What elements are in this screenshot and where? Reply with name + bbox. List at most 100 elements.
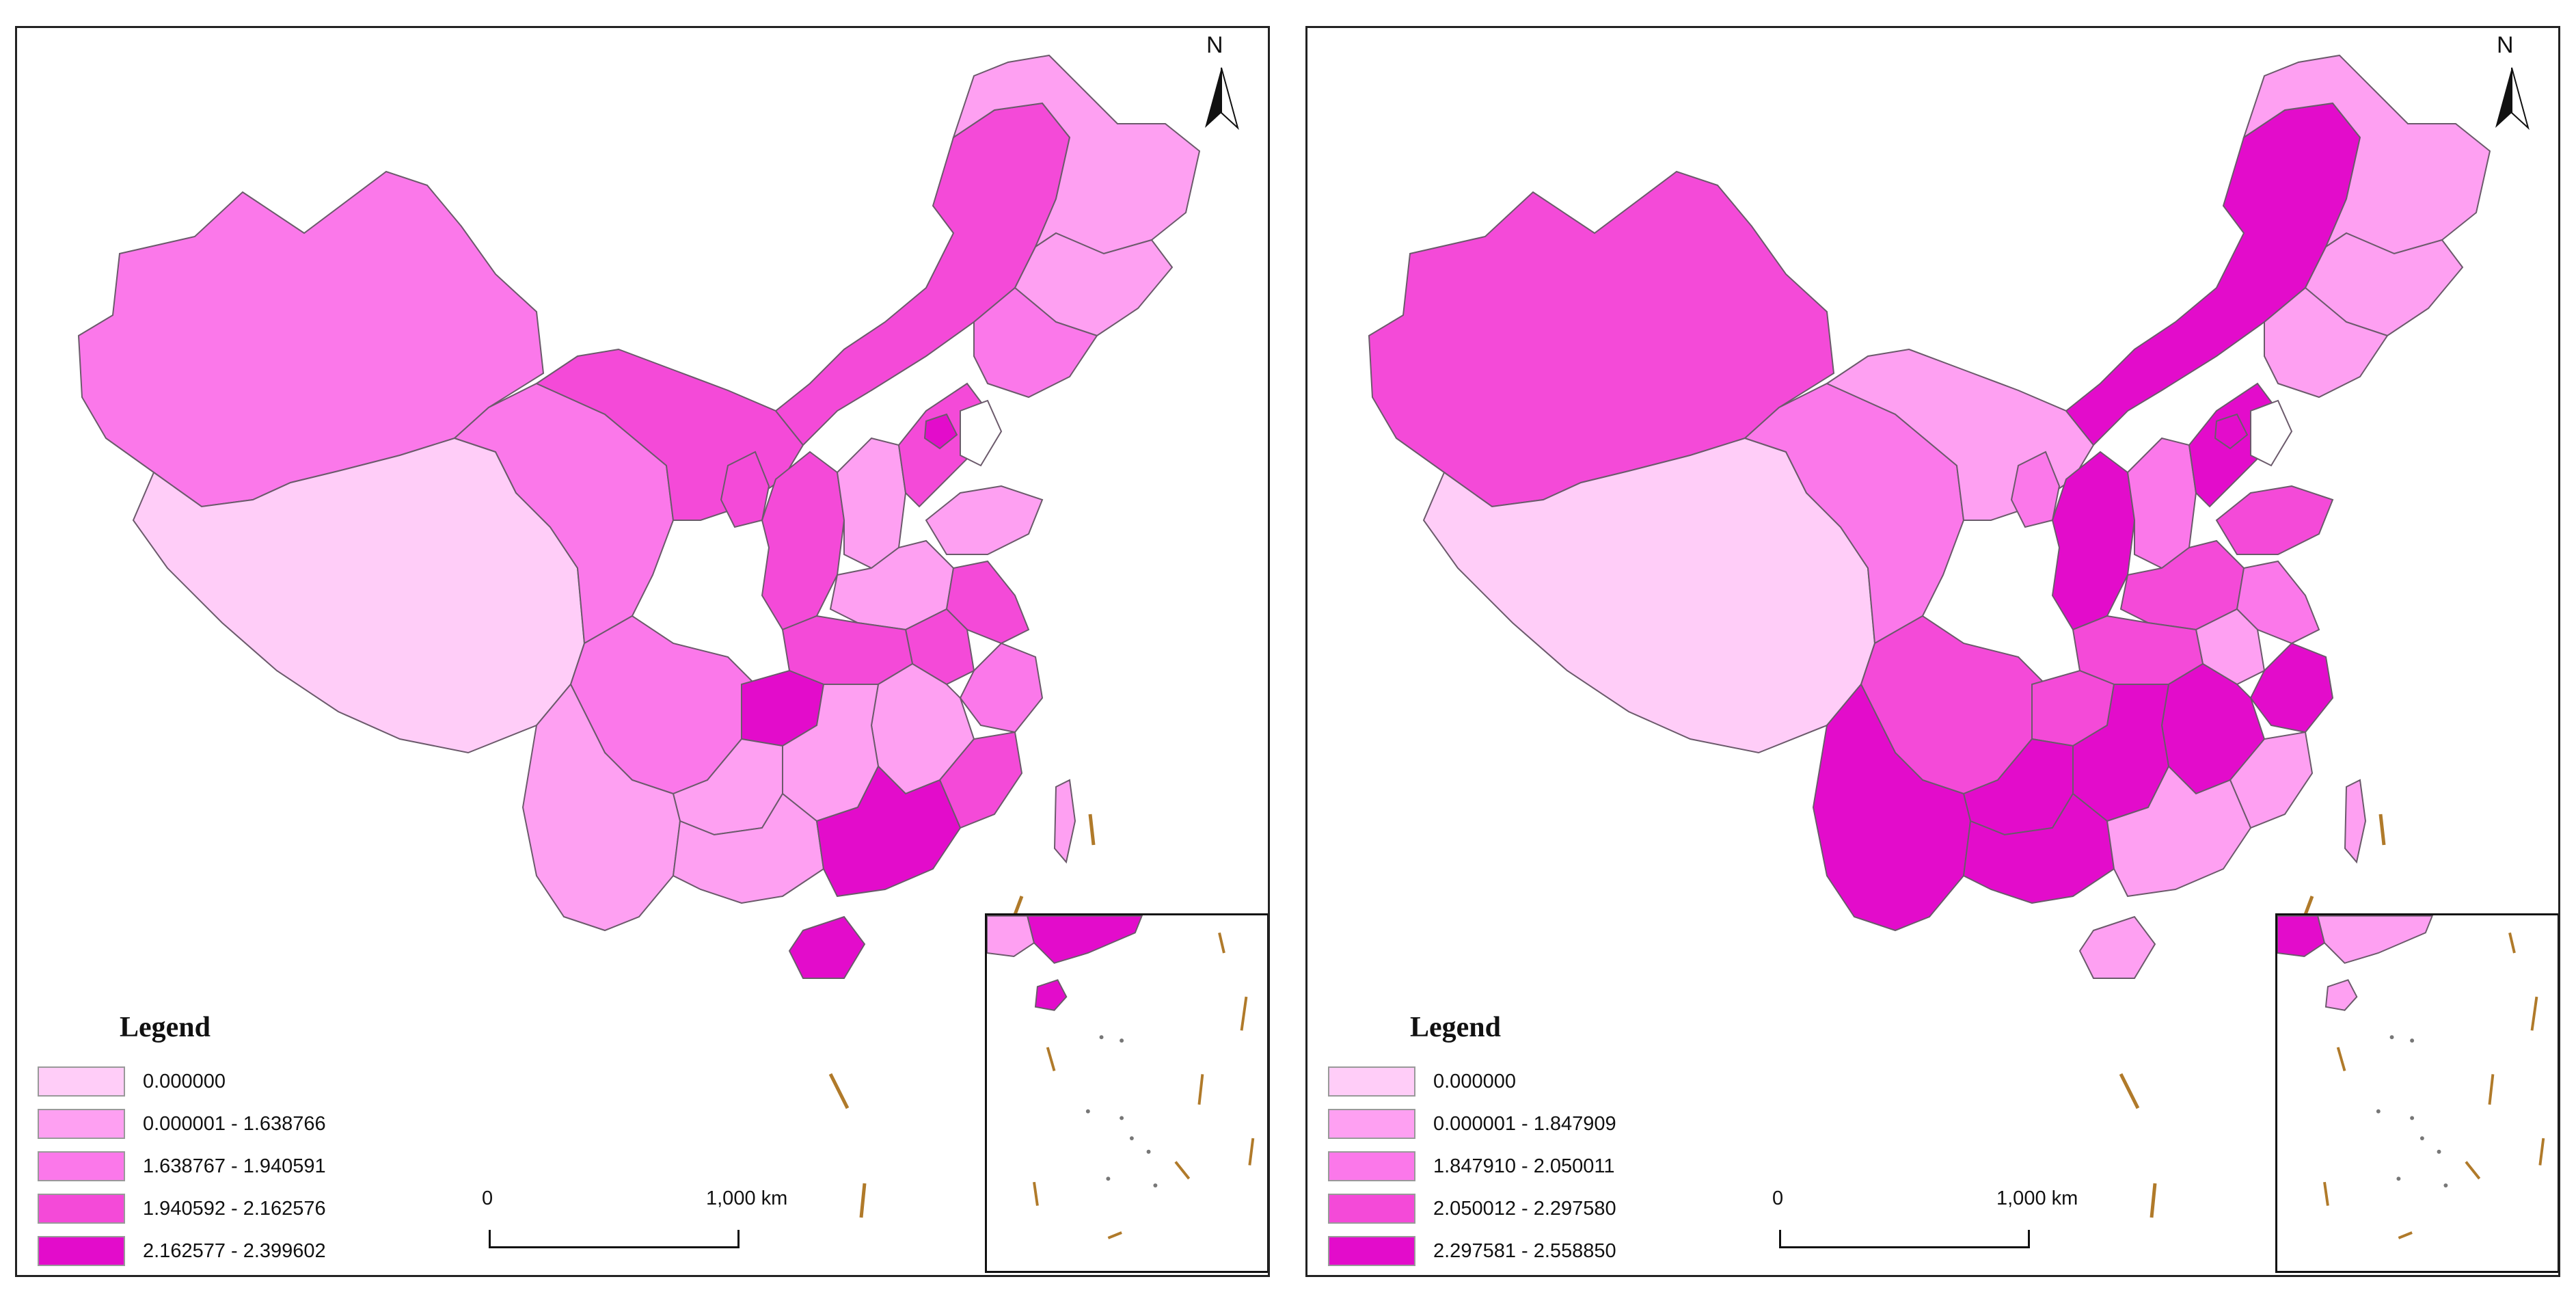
legend-title: Legend (1410, 1012, 1502, 1043)
legend-label: 1.940592 - 2.162576 (143, 1197, 326, 1220)
legend-item: 2.162577 - 2.399602 (38, 1230, 420, 1272)
boundary-dash (828, 1073, 850, 1110)
legend-swatch (38, 1066, 125, 1097)
left-map-panel: N Legend 0.000000 0.000001 - 1.638766 1.6387… (15, 26, 1270, 1277)
inset-boundary-dash (1248, 1138, 1255, 1166)
right-map-panel: N Legend 0.000000 0.000001 - 1.847909 1.8479… (1305, 26, 2560, 1277)
region-taiwan (1053, 779, 1076, 864)
scale-line (489, 1230, 740, 1248)
scale-line (1779, 1230, 2030, 1248)
inset-region-guangdong (2316, 915, 2434, 964)
region-zhejiang (2249, 642, 2334, 734)
legend-swatch (38, 1151, 125, 1181)
legend-item: 0.000001 - 1.847909 (1328, 1103, 1711, 1145)
legend-title: Legend (120, 1012, 211, 1043)
inset-boundary-dash (2398, 1231, 2413, 1239)
legend-swatch (1328, 1194, 1415, 1224)
legend-item: 2.050012 - 2.297580 (1328, 1187, 1711, 1230)
scale-end-label: 1,000 km (706, 1187, 788, 1209)
legend-item: 0.000000 (1328, 1060, 1711, 1103)
inset-boundary-dash (1174, 1161, 1191, 1180)
region-hainan (2078, 915, 2156, 979)
island-dot (1153, 1183, 1158, 1187)
region-liaoning (2264, 286, 2389, 399)
inset-boundary-dash (2530, 996, 2538, 1031)
south-china-sea-inset (985, 913, 1268, 1273)
legend-swatch (1328, 1109, 1415, 1139)
legend-item: 0.000001 - 1.638766 (38, 1103, 420, 1145)
bohai-sea (2250, 399, 2293, 467)
island-dot (2376, 1109, 2381, 1114)
north-arrow: N (2484, 32, 2539, 135)
legend-swatch (38, 1194, 125, 1224)
region-shanxi (836, 437, 907, 569)
inset-region-hainan (2324, 979, 2358, 1011)
inset-map (987, 915, 1255, 1239)
region-beijing (923, 413, 958, 450)
boundary-dash (859, 1183, 867, 1218)
choropleth-map (77, 54, 1201, 1218)
inset-boundary-dash (1033, 1181, 1039, 1206)
scale-start-label: 0 (1772, 1187, 1784, 1209)
legend-label: 0.000000 (1433, 1070, 1516, 1092)
inset-boundary-dash (2488, 1074, 2495, 1105)
island-dot (1129, 1136, 1134, 1140)
boundary-dash (1088, 814, 1096, 846)
region-heilongjiang (952, 54, 1201, 255)
region-hainan (788, 915, 866, 979)
legend: Legend 0.000000 0.000001 - 1.638766 1.63876… (38, 1011, 420, 1272)
island-dot (2410, 1116, 2415, 1120)
scale-end-label: 1,000 km (1996, 1187, 2078, 1209)
scale-bar: 0 1,000 km (482, 1187, 787, 1264)
boundary-dash (2119, 1073, 2140, 1110)
north-arrow: N (1194, 32, 1249, 135)
legend-label: 0.000001 - 1.847909 (1433, 1112, 1616, 1135)
region-shandong (925, 485, 1044, 555)
legend-swatch (38, 1236, 125, 1266)
legend-swatch (38, 1109, 125, 1139)
inset-boundary-dash (2508, 932, 2516, 954)
region-zhejiang (959, 642, 1044, 734)
island-dot (1099, 1035, 1104, 1040)
inset-region-guangxi (987, 915, 1035, 957)
region-guangdong (2106, 765, 2252, 898)
region-heilongjiang (2242, 54, 2491, 255)
island-dot (1085, 1109, 1090, 1114)
region-liaoning (973, 286, 1098, 399)
north-arrow-icon (2495, 67, 2530, 131)
island-dot (1120, 1038, 1124, 1043)
legend-item: 2.297581 - 2.558850 (1328, 1230, 1711, 1272)
legend-swatch (1328, 1066, 1415, 1097)
inset-boundary-dash (1218, 932, 1225, 954)
inset-boundary-dash (1107, 1231, 1122, 1239)
legend-label: 2.297581 - 2.558850 (1433, 1239, 1616, 1262)
inset-boundary-dash (2336, 1047, 2346, 1072)
boundary-dash (2378, 814, 2386, 846)
island-dot (2443, 1183, 2448, 1187)
south-china-sea-inset (2275, 913, 2558, 1273)
boundary-dash (2150, 1183, 2157, 1218)
legend-item: 1.847910 - 2.050011 (1328, 1145, 1711, 1187)
island-dot (2396, 1177, 2401, 1181)
inset-boundary-dash (1197, 1074, 1204, 1105)
island-dot (2437, 1149, 2441, 1154)
island-dot (2419, 1136, 2424, 1140)
legend-item: 1.940592 - 2.162576 (38, 1187, 420, 1230)
region-beijing (2214, 413, 2249, 450)
legend-swatch (1328, 1151, 1415, 1181)
region-shanxi (2126, 437, 2197, 569)
inset-region-guangxi (2277, 915, 2326, 957)
inset-boundary-dash (2465, 1161, 2481, 1180)
inset-region-hainan (1034, 979, 1068, 1011)
bohai-sea (960, 399, 1003, 467)
inset-boundary-dash (1240, 996, 1248, 1031)
legend-label: 0.000001 - 1.638766 (143, 1112, 326, 1135)
inset-map (2277, 915, 2545, 1239)
island-dot (1120, 1116, 1124, 1120)
legend-swatch (1328, 1236, 1415, 1266)
island-dot (2389, 1035, 2394, 1040)
legend: Legend 0.000000 0.000001 - 1.847909 1.84791… (1328, 1011, 1711, 1272)
scale-bar: 0 1,000 km (1772, 1187, 2078, 1264)
legend-item: 0.000000 (38, 1060, 420, 1103)
inset-boundary-dash (2323, 1181, 2329, 1206)
